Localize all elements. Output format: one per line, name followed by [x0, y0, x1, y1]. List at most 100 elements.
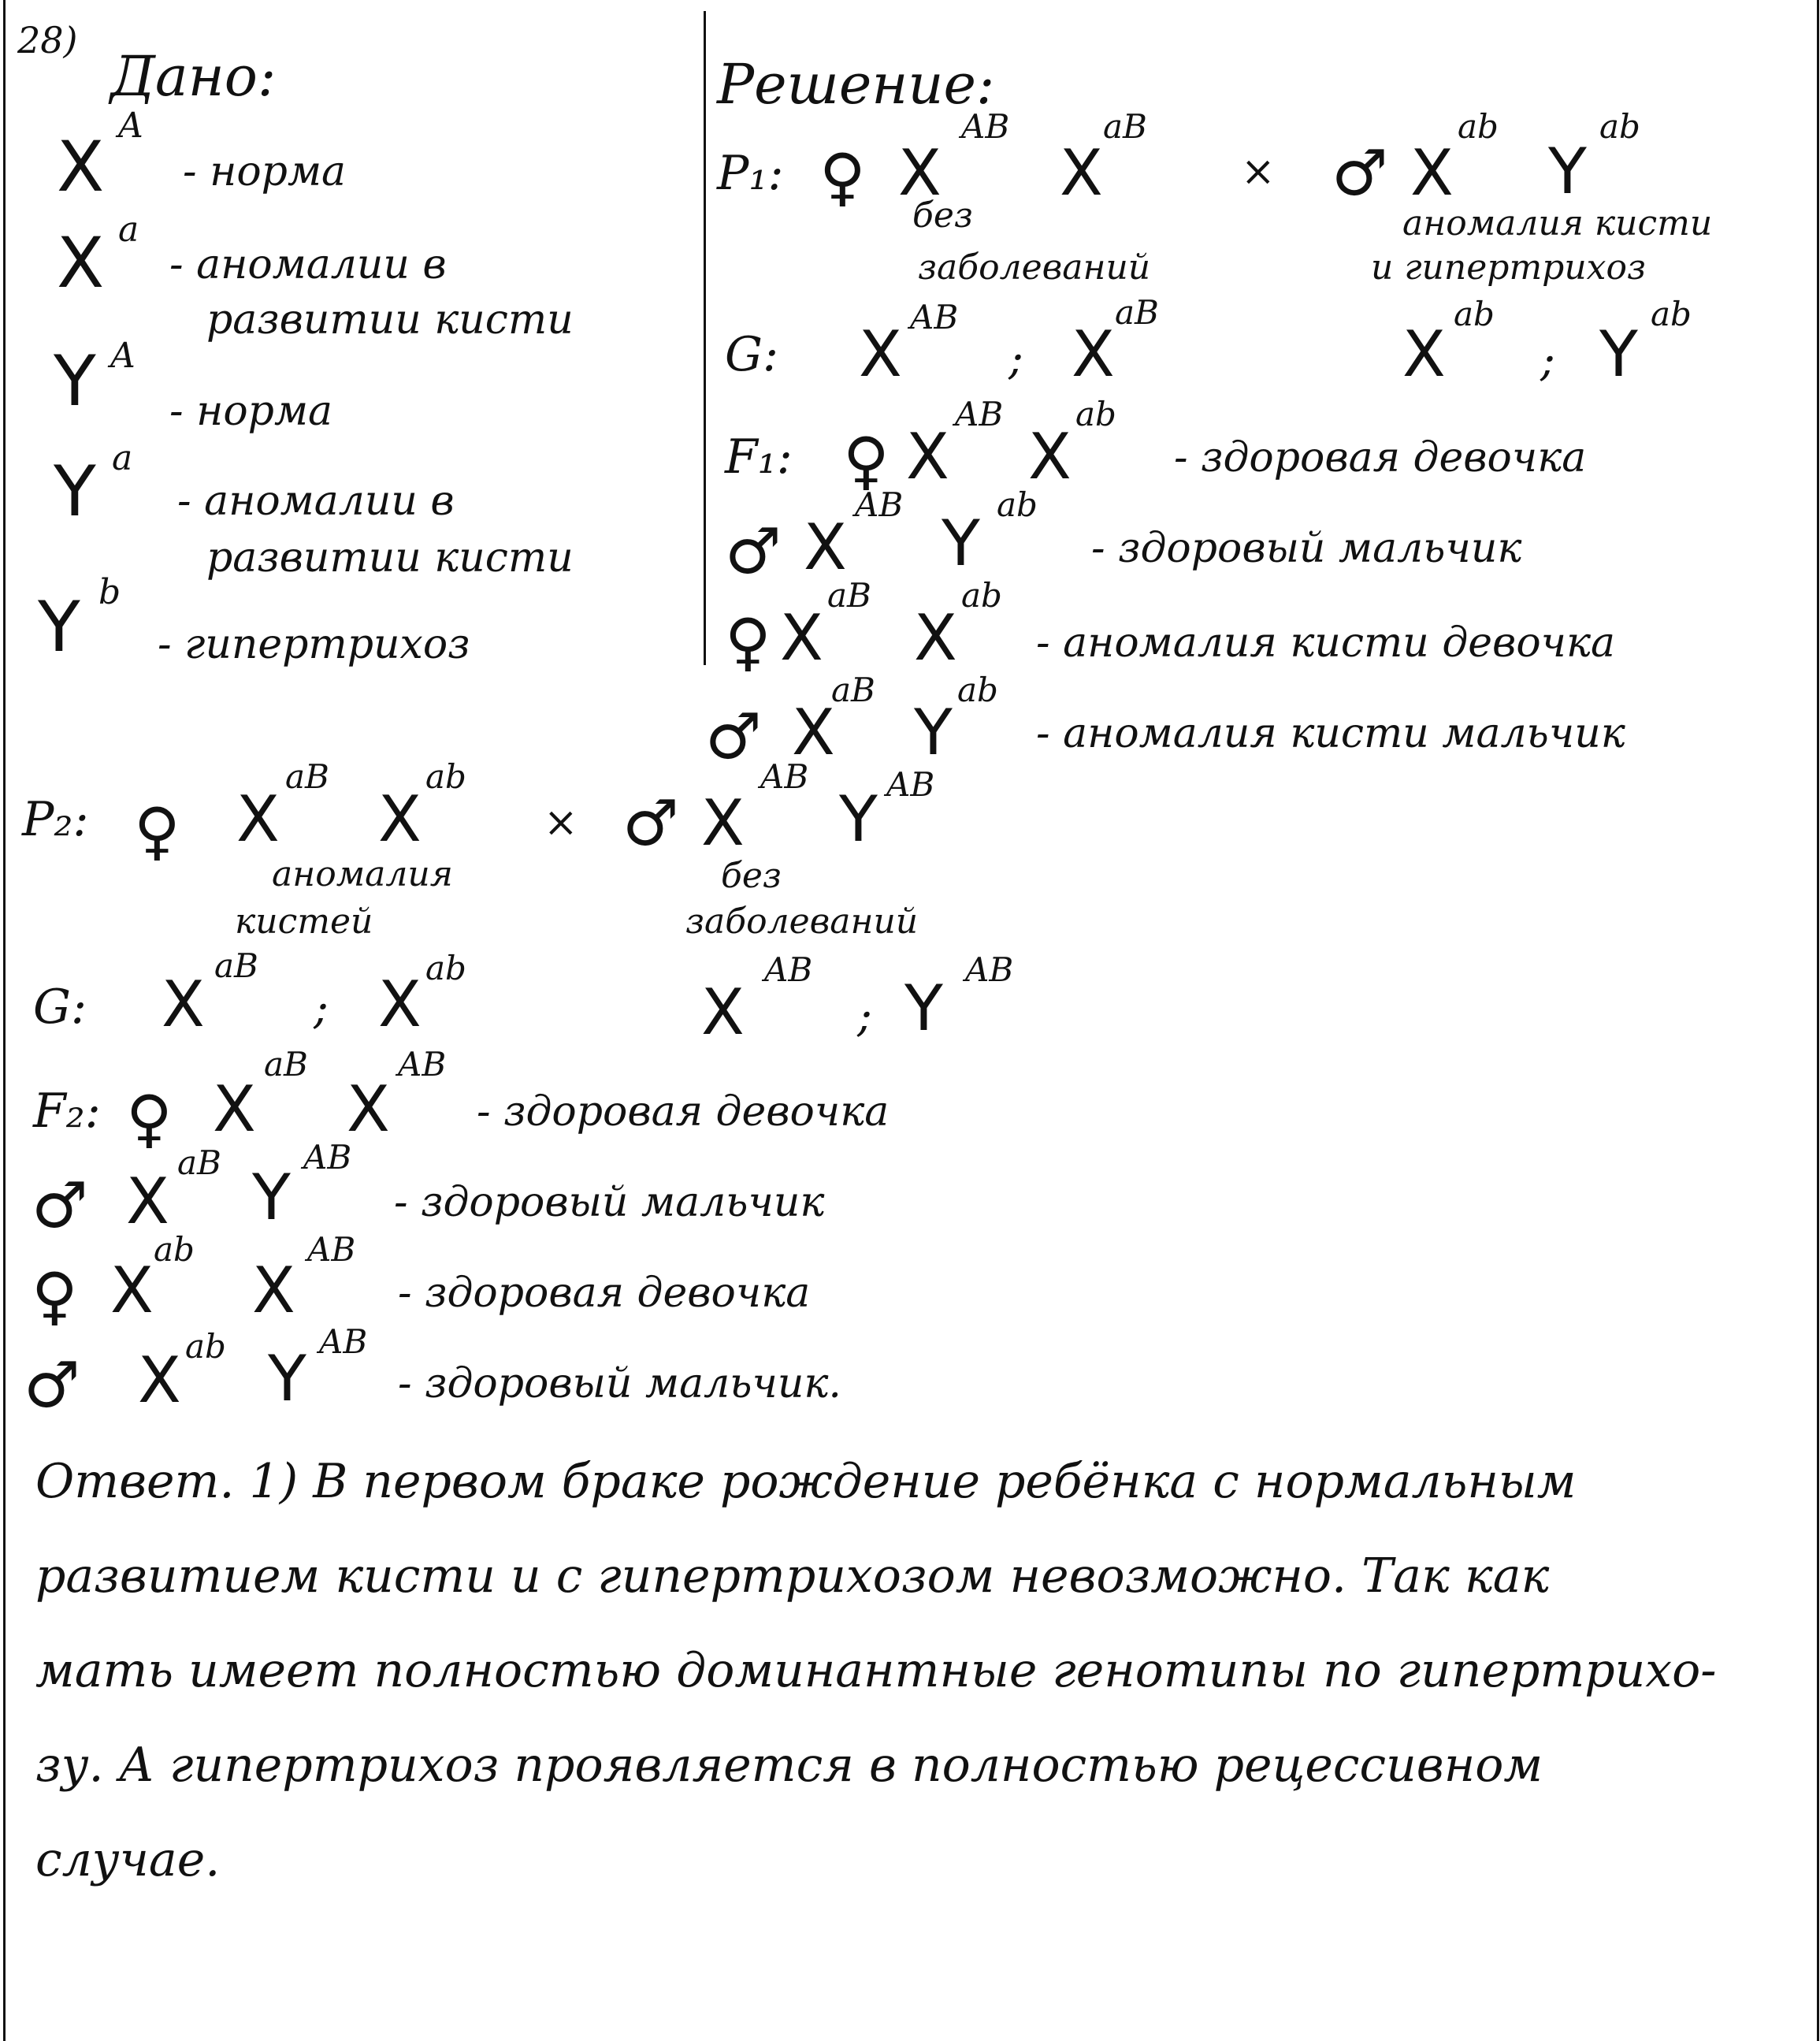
- chromosome: X: [138, 1344, 181, 1417]
- given-description: - норма: [169, 388, 333, 435]
- gene-allele: a: [118, 210, 139, 250]
- chromosome: X: [213, 1073, 256, 1146]
- chromosome: Y: [942, 507, 980, 580]
- allele-superscript: AB: [398, 1045, 447, 1084]
- phenotype-note: без: [721, 856, 782, 896]
- chromosome: X: [898, 136, 942, 210]
- allele-superscript: ab: [1651, 295, 1692, 333]
- offspring-description: - здоровый мальчик: [1091, 525, 1522, 572]
- gametes-label: G:: [33, 980, 87, 1035]
- phenotype-note: аномалия: [272, 854, 453, 894]
- allele-superscript: AB: [764, 950, 813, 989]
- task-number: 28): [17, 19, 78, 61]
- gene-allele: b: [98, 572, 121, 612]
- chromosome: Y: [839, 783, 878, 856]
- phenotype-note: и гипертрихоз: [1371, 247, 1646, 288]
- sex-sign: ♀: [843, 424, 890, 497]
- chromosome: Y: [904, 972, 943, 1045]
- female-sign: ♀: [134, 794, 180, 868]
- chromosome: Y: [268, 1342, 306, 1415]
- offspring-description: - здоровая девочка: [477, 1088, 890, 1136]
- allele-superscript: aB: [831, 671, 875, 709]
- given-title: Дано:: [110, 44, 277, 109]
- phenotype-note: заболеваний: [685, 902, 919, 942]
- allele-superscript: AB: [760, 757, 809, 796]
- offspring-description: - аномалия кисти мальчик: [1036, 710, 1625, 757]
- separator: ;: [314, 983, 329, 1034]
- sex-sign: ♂: [24, 1348, 80, 1422]
- sheet-right-border: [1817, 0, 1819, 2041]
- allele-superscript: ab: [1075, 395, 1116, 433]
- male-sign: ♂: [1332, 136, 1388, 210]
- answer-line: мать имеет полностью доминантные генотип…: [35, 1643, 1717, 1698]
- gene-allele: A: [118, 106, 143, 146]
- sheet-left-border: [3, 0, 6, 2041]
- solution-title: Решение:: [717, 52, 995, 117]
- given-description: - аномалии в: [169, 241, 447, 288]
- chromosome: X: [792, 696, 835, 769]
- separator: ;: [857, 991, 872, 1042]
- sex-sign: ♂: [725, 515, 782, 588]
- column-divider: [704, 11, 706, 665]
- allele-superscript: aB: [264, 1045, 308, 1084]
- offspring-description: - аномалия кисти девочка: [1036, 619, 1616, 667]
- offspring-description: - здоровый мальчик.: [398, 1360, 841, 1407]
- given-description: - гипертрихоз: [158, 621, 470, 668]
- allele-superscript: AB: [886, 765, 935, 804]
- offspring-description: - здоровая девочка: [1174, 434, 1587, 481]
- chromosome: Y: [914, 696, 953, 769]
- allele-superscript: ab: [957, 671, 998, 709]
- chromosome: X: [347, 1073, 390, 1146]
- cross-sign: ×: [544, 799, 578, 846]
- allele-superscript: aB: [1115, 293, 1159, 332]
- phenotype-note: заболеваний: [918, 247, 1151, 288]
- generation-label: P₁:: [717, 146, 784, 201]
- given-description-cont: развитии кисти: [206, 534, 574, 582]
- generation-label: F₁:: [725, 429, 793, 485]
- chromosome: Y: [1548, 135, 1587, 208]
- gametes-label: G:: [725, 327, 779, 382]
- generation-label: F₂:: [33, 1084, 101, 1139]
- gene-symbol: Y: [38, 586, 80, 667]
- chromosome: X: [378, 968, 422, 1041]
- allele-superscript: ab: [1454, 295, 1495, 333]
- chromosome: X: [1072, 318, 1115, 391]
- allele-superscript: AB: [303, 1138, 352, 1177]
- phenotype-note: кистей: [235, 902, 373, 942]
- generation-label: P₂:: [22, 792, 89, 847]
- gene-symbol: X: [57, 222, 105, 303]
- answer-line: Ответ. 1) В первом браке рождение ребёнк…: [35, 1454, 1577, 1509]
- female-sign: ♀: [819, 140, 866, 214]
- separator: ;: [1540, 335, 1555, 386]
- sex-sign: ♂: [705, 700, 762, 773]
- chromosome: X: [906, 420, 949, 493]
- allele-superscript: AB: [910, 298, 959, 336]
- allele-superscript: AB: [965, 950, 1014, 989]
- chromosome: X: [701, 786, 745, 860]
- gene-symbol: Y: [54, 340, 96, 422]
- given-description: - аномалии в: [177, 478, 455, 525]
- chromosome: X: [252, 1254, 295, 1327]
- allele-superscript: ab: [1599, 107, 1640, 146]
- allele-superscript: AB: [961, 107, 1010, 146]
- chromosome: X: [914, 601, 957, 675]
- phenotype-note: аномалия кисти: [1402, 203, 1713, 244]
- separator: ;: [1008, 333, 1023, 385]
- allele-superscript: ab: [1458, 107, 1499, 146]
- chromosome: X: [1060, 136, 1103, 210]
- allele-superscript: aB: [214, 946, 258, 985]
- allele-superscript: AB: [319, 1322, 368, 1361]
- answer-line: зу. А гипертрихоз проявляется в полность…: [35, 1738, 1543, 1793]
- chromosome: X: [859, 318, 902, 391]
- allele-superscript: AB: [855, 485, 904, 524]
- chromosome: X: [110, 1254, 154, 1327]
- answer-line: случае.: [35, 1832, 221, 1887]
- gene-allele: a: [112, 438, 133, 478]
- allele-superscript: AB: [307, 1230, 356, 1269]
- allele-superscript: aB: [827, 576, 871, 615]
- sex-sign: ♀: [32, 1259, 78, 1333]
- allele-superscript: aB: [1103, 107, 1147, 146]
- chromosome: X: [126, 1165, 169, 1238]
- offspring-description: - здоровая девочка: [398, 1270, 811, 1317]
- offspring-description: - здоровый мальчик: [394, 1179, 825, 1226]
